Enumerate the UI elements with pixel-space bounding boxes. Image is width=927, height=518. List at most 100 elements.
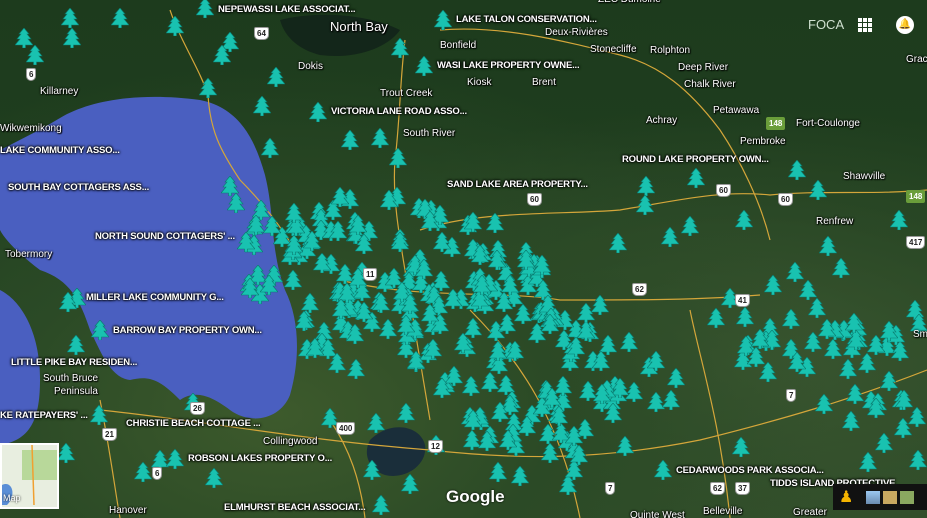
pine-tree-icon[interactable] [337, 282, 357, 303]
satellite-layer-button[interactable] [883, 490, 897, 504]
pegman-icon[interactable]: ♟ [839, 489, 854, 506]
pine-tree-icon[interactable] [414, 55, 434, 77]
pine-tree-icon[interactable] [14, 27, 34, 49]
pine-tree-icon[interactable] [785, 261, 805, 283]
pine-tree-icon[interactable] [510, 465, 530, 487]
bell-icon[interactable]: 🔔 [896, 16, 914, 34]
pine-tree-icon[interactable] [564, 459, 584, 481]
association-label[interactable]: SAND LAKE AREA PROPERTY... [447, 179, 588, 190]
pine-tree-icon[interactable] [133, 461, 153, 483]
pine-tree-icon[interactable] [603, 402, 623, 424]
pine-tree-icon[interactable] [110, 7, 130, 29]
pine-tree-icon[interactable] [803, 331, 823, 353]
pine-tree-icon[interactable] [807, 297, 827, 319]
pine-tree-icon[interactable] [488, 461, 508, 483]
pine-tree-icon[interactable] [340, 129, 360, 151]
pine-tree-icon[interactable] [390, 37, 410, 59]
pine-tree-icon[interactable] [58, 291, 78, 313]
association-label[interactable]: ROBSON LAKES PROPERTY O... [188, 453, 333, 464]
pine-tree-icon[interactable] [653, 459, 673, 481]
pine-tree-icon[interactable] [490, 401, 510, 423]
pine-tree-icon[interactable] [477, 430, 497, 452]
pine-tree-icon[interactable] [371, 293, 391, 314]
pine-tree-icon[interactable] [312, 252, 332, 274]
pine-tree-icon[interactable] [423, 338, 443, 359]
pine-tree-icon[interactable] [89, 404, 109, 426]
association-label[interactable]: LAKE COMMUNITY ASSO... [0, 145, 120, 156]
pine-tree-icon[interactable] [879, 370, 899, 392]
pine-tree-icon[interactable] [533, 279, 553, 300]
pine-tree-icon[interactable] [569, 444, 590, 466]
pine-tree-icon[interactable] [346, 358, 366, 380]
pine-tree-icon[interactable] [396, 314, 416, 336]
pine-tree-icon[interactable] [608, 232, 628, 254]
pine-tree-icon[interactable] [420, 210, 440, 232]
pine-tree-icon[interactable] [624, 381, 644, 402]
pine-tree-icon[interactable] [553, 375, 573, 397]
pine-tree-icon[interactable] [636, 175, 656, 197]
map-layer-button[interactable] [900, 490, 914, 504]
pine-tree-icon[interactable] [844, 312, 864, 333]
pine-tree-icon[interactable] [554, 329, 574, 350]
pine-tree-icon[interactable] [195, 0, 215, 19]
pine-tree-icon[interactable] [308, 101, 328, 123]
pine-tree-icon[interactable] [284, 234, 304, 255]
pine-tree-icon[interactable] [90, 319, 110, 341]
pine-tree-icon[interactable] [818, 235, 838, 257]
pine-tree-icon[interactable] [463, 317, 483, 339]
association-label[interactable]: MILLER LAKE COMMUNITY G... [86, 292, 224, 303]
pine-tree-icon[interactable] [619, 331, 639, 353]
pine-tree-icon[interactable] [592, 383, 612, 405]
pine-tree-icon[interactable] [549, 405, 569, 427]
minimap-toggle[interactable]: Map [0, 443, 59, 509]
pine-tree-icon[interactable] [542, 387, 562, 409]
pine-tree-icon[interactable] [66, 334, 86, 356]
pine-tree-icon[interactable] [666, 367, 686, 389]
pine-tree-icon[interactable] [660, 226, 680, 248]
pine-tree-icon[interactable] [463, 211, 483, 233]
pine-tree-icon[interactable] [266, 66, 286, 88]
pine-tree-icon[interactable] [831, 257, 851, 279]
pine-tree-icon[interactable] [908, 449, 927, 471]
pine-tree-icon[interactable] [258, 274, 279, 295]
pine-tree-icon[interactable] [463, 409, 483, 431]
pine-tree-icon[interactable] [204, 467, 224, 489]
pine-tree-icon[interactable] [320, 407, 340, 429]
association-label[interactable]: WASI LAKE PROPERTY OWNE... [437, 60, 580, 71]
pine-tree-icon[interactable] [251, 199, 271, 220]
association-label[interactable]: VICTORIA LANE ROAD ASSO... [331, 106, 467, 117]
pine-tree-icon[interactable] [857, 352, 877, 374]
pine-tree-icon[interactable] [496, 374, 517, 396]
pine-tree-icon[interactable] [646, 391, 667, 412]
pine-tree-icon[interactable] [400, 293, 421, 315]
pine-tree-icon[interactable] [362, 459, 382, 481]
association-label[interactable]: NORTH SOUND COTTAGERS' ... [95, 231, 235, 242]
pine-tree-icon[interactable] [262, 215, 282, 237]
association-label[interactable]: LAKE TALON CONSERVATION... [456, 14, 597, 25]
association-label[interactable]: NEPEWASSI LAKE ASSOCIAT... [218, 4, 356, 15]
pine-tree-icon[interactable] [330, 186, 350, 208]
pine-tree-icon[interactable] [388, 147, 408, 169]
pine-tree-icon[interactable] [165, 15, 185, 37]
pine-tree-icon[interactable] [56, 442, 76, 464]
pine-tree-icon[interactable] [413, 258, 434, 280]
pine-tree-icon[interactable] [25, 44, 45, 66]
pine-tree-icon[interactable] [331, 298, 352, 319]
pine-tree-icon[interactable] [460, 376, 481, 397]
pine-tree-icon[interactable] [327, 352, 347, 373]
pine-tree-icon[interactable] [731, 436, 751, 458]
pine-tree-icon[interactable] [890, 340, 910, 362]
pine-tree-icon[interactable] [252, 95, 272, 117]
pine-tree-icon[interactable] [396, 337, 416, 359]
association-label[interactable]: ROUND LAKE PROPERTY OWN... [622, 154, 769, 165]
pine-tree-icon[interactable] [538, 423, 558, 444]
pine-tree-icon[interactable] [470, 244, 490, 266]
pine-tree-icon[interactable] [432, 231, 452, 253]
pine-tree-icon[interactable] [866, 397, 886, 419]
pine-tree-icon[interactable] [763, 274, 783, 296]
pine-tree-icon[interactable] [686, 167, 706, 189]
pine-tree-icon[interactable] [808, 179, 828, 201]
pine-tree-icon[interactable] [220, 175, 240, 197]
pine-tree-icon[interactable] [212, 44, 232, 66]
